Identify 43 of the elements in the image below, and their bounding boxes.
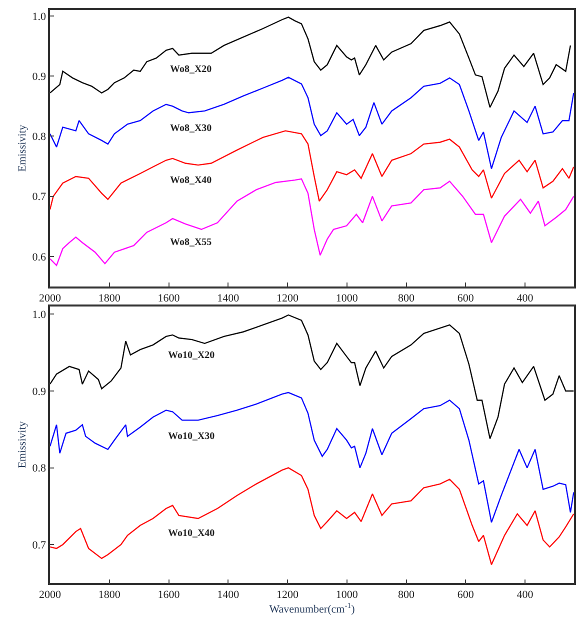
- series-label: Wo8_X20: [170, 64, 212, 75]
- y-tick-label: 1.0: [32, 309, 47, 322]
- y-tick-label: 0.9: [32, 70, 47, 83]
- series-label: Wo10_X30: [168, 431, 215, 442]
- y-axis-title: Emissivity: [16, 124, 28, 172]
- x-tick-label: 400: [516, 292, 534, 304]
- line-series: [50, 314, 574, 440]
- x-tick-label: 600: [457, 292, 474, 304]
- x-tick-label: 1800: [98, 588, 121, 601]
- line-series: [50, 76, 574, 170]
- x-tick-label: 1400: [217, 292, 240, 304]
- y-tick-label: 1.0: [32, 10, 47, 23]
- x-tick-label: 1800: [98, 292, 121, 304]
- line-series: [50, 16, 572, 108]
- series-label: Wo10_X20: [168, 350, 215, 361]
- x-tick-label: 1200: [276, 292, 300, 304]
- series-label: Wo8_X55: [170, 237, 212, 248]
- x-tick-label: 1200: [276, 588, 300, 601]
- y-tick-label: 0.8: [32, 462, 47, 475]
- x-tick-label: 1400: [217, 588, 240, 601]
- x-tick-label: 2000: [39, 292, 62, 304]
- series-label: Wo8_X30: [170, 123, 212, 134]
- x-tick-label: 2000: [39, 588, 62, 601]
- x-tick-label: 1600: [158, 588, 180, 601]
- y-tick-label: 0.8: [32, 131, 47, 144]
- x-tick-label: 400: [516, 588, 534, 601]
- line-series: [50, 392, 574, 523]
- y-tick-label: 0.7: [32, 191, 47, 204]
- x-tick-label: 1000: [336, 292, 358, 304]
- y-tick-label: 0.6: [32, 251, 47, 264]
- x-tick-label: 1600: [158, 292, 180, 304]
- x-axis-title: Wavenumber(cm$^{-1}$): [269, 600, 356, 616]
- line-series: [50, 467, 574, 566]
- series-label: Wo10_X40: [168, 528, 215, 539]
- x-tick-label: 600: [457, 588, 474, 601]
- x-tick-label: 1000: [336, 588, 358, 601]
- y-tick-label: 0.9: [32, 386, 47, 398]
- series-label: Wo8_X40: [170, 175, 212, 186]
- y-tick-label: 0.7: [32, 539, 47, 552]
- x-tick-label: 800: [398, 292, 416, 304]
- y-axis-title: Emissivity: [16, 420, 28, 468]
- line-series: [50, 178, 574, 266]
- x-tick-label: 800: [398, 588, 416, 601]
